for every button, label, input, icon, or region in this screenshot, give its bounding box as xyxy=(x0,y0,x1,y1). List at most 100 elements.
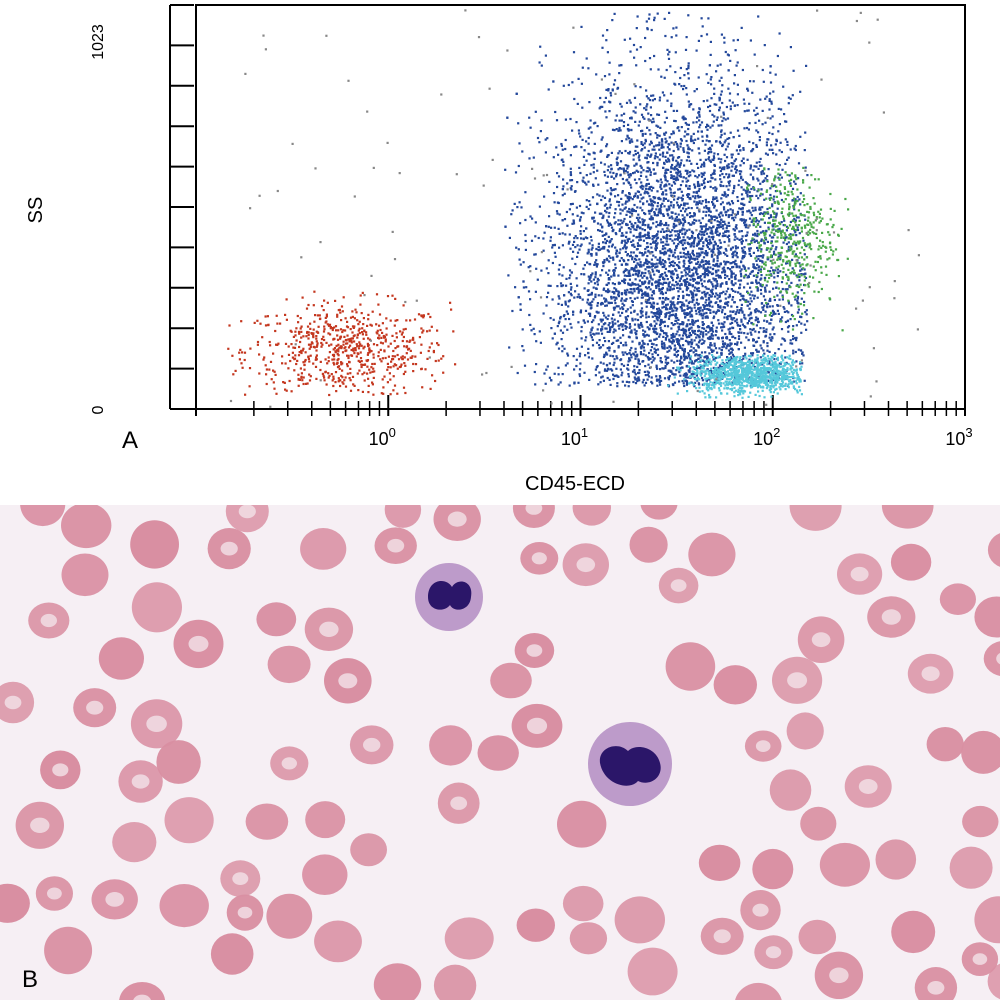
scatter-point xyxy=(721,329,724,332)
scatter-point xyxy=(711,248,714,251)
scatter-point xyxy=(748,217,752,220)
scatter-point xyxy=(674,71,677,74)
scatter-point xyxy=(699,123,702,126)
scatter-point xyxy=(712,196,715,199)
scatter-point xyxy=(637,263,640,266)
scatter-point xyxy=(655,344,658,347)
scatter-point xyxy=(633,287,636,290)
scatter-point xyxy=(709,160,713,163)
scatter-point xyxy=(594,293,597,296)
scatter-point xyxy=(679,138,683,141)
scatter-point xyxy=(728,137,731,140)
scatter-point xyxy=(661,273,664,276)
scatter-point xyxy=(648,169,651,172)
scatter-point xyxy=(322,330,326,333)
scatter-point xyxy=(739,292,742,295)
scatter-point xyxy=(705,244,709,247)
scatter-point xyxy=(412,370,415,373)
scatter-point xyxy=(777,130,780,133)
scatter-point xyxy=(643,117,646,120)
scatter-point xyxy=(658,224,661,227)
scatter-point xyxy=(591,246,594,249)
scatter-point xyxy=(589,172,592,175)
scatter-point xyxy=(677,349,680,353)
scatter-point xyxy=(534,253,537,256)
scatter-point xyxy=(547,291,550,294)
scatter-point xyxy=(351,337,354,340)
scatter-point xyxy=(302,347,305,350)
scatter-point xyxy=(705,298,708,302)
scatter-point xyxy=(670,167,673,170)
scatter-point xyxy=(728,332,731,335)
scatter-point xyxy=(617,168,620,171)
scatter-point xyxy=(688,243,691,246)
scatter-point xyxy=(771,309,775,312)
scatter-point xyxy=(722,184,725,188)
scatter-point xyxy=(723,321,726,324)
scatter-point xyxy=(695,244,698,247)
scatter-point xyxy=(701,376,704,380)
scatter-point xyxy=(797,177,800,180)
scatter-point xyxy=(670,211,673,214)
scatter-point xyxy=(315,340,318,343)
scatter-point xyxy=(758,265,761,268)
scatter-point xyxy=(685,373,689,376)
scatter-point xyxy=(751,194,754,198)
scatter-point xyxy=(755,255,758,258)
scatter-point xyxy=(600,376,603,379)
scatter-point xyxy=(658,96,662,99)
scatter-point xyxy=(678,371,681,374)
scatter-point xyxy=(744,317,747,320)
scatter-point xyxy=(685,289,688,292)
scatter-point xyxy=(645,170,648,173)
scatter-point xyxy=(785,273,788,276)
scatter-point xyxy=(662,197,665,200)
scatter-point xyxy=(594,374,597,377)
scatter-point xyxy=(734,263,737,266)
scatter-point xyxy=(619,173,622,176)
scatter-point xyxy=(692,274,695,277)
scatter-point xyxy=(701,135,704,138)
scatter-point xyxy=(314,358,317,361)
scatter-point xyxy=(701,285,704,288)
scatter-point xyxy=(636,195,639,198)
scatter-point xyxy=(695,367,699,370)
scatter-point xyxy=(596,328,599,331)
scatter-point xyxy=(789,220,792,224)
scatter-point xyxy=(274,373,277,376)
scatter-point xyxy=(656,12,659,15)
scatter-point xyxy=(730,200,734,203)
scatter-point xyxy=(647,232,650,235)
scatter-point xyxy=(632,226,635,229)
scatter-point xyxy=(563,325,566,328)
scatter-point xyxy=(765,95,768,98)
scatter-point xyxy=(569,179,572,182)
scatter-point xyxy=(370,350,373,353)
scatter-point xyxy=(602,323,605,326)
scatter-point xyxy=(650,114,653,117)
scatter-point xyxy=(686,376,689,379)
scatter-point xyxy=(675,355,678,358)
scatter-point xyxy=(289,359,292,363)
scatter-point xyxy=(750,290,753,293)
scatter-point xyxy=(768,305,771,308)
scatter-point xyxy=(618,119,621,122)
scatter-point xyxy=(759,283,762,286)
scatter-point xyxy=(687,100,690,103)
scatter-point xyxy=(723,36,726,39)
scatter-point xyxy=(680,126,683,129)
scatter-point xyxy=(669,340,672,343)
scatter-point xyxy=(636,274,639,277)
scatter-point xyxy=(665,296,668,300)
scatter-point xyxy=(717,157,720,160)
scatter-point xyxy=(320,345,323,348)
scatter-point xyxy=(332,377,335,380)
scatter-point xyxy=(606,239,609,242)
scatter-point xyxy=(632,243,635,246)
scatter-point xyxy=(630,353,633,356)
scatter-point xyxy=(730,356,733,359)
scatter-point xyxy=(651,268,654,271)
scatter-point xyxy=(353,334,356,337)
scatter-point xyxy=(740,294,743,297)
scatter-point xyxy=(586,301,589,304)
